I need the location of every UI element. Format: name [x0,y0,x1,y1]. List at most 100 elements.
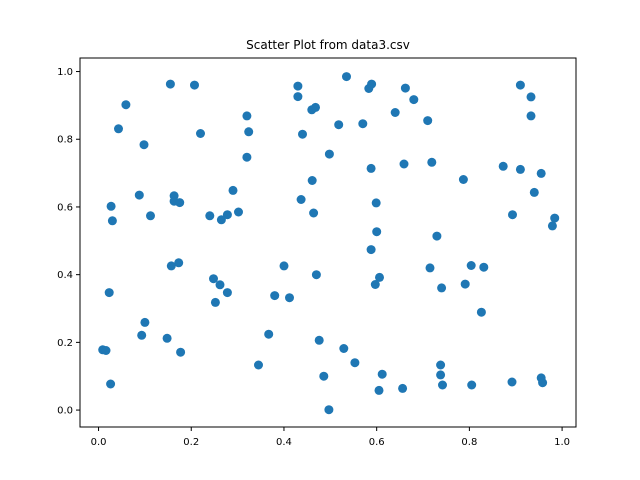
plot-frame [79,57,577,428]
data-point [139,140,149,150]
data-point [526,92,536,102]
y-tick-label: 0.0 [57,406,73,417]
x-tick-label: 0.2 [183,437,199,448]
y-axis: 0.0 0.2 0.4 0.6 0.8 1.0 [57,67,80,417]
data-point [234,207,243,217]
data-point [467,380,477,390]
data-point [209,274,218,284]
data-point [106,201,116,211]
y-tick-label: 0.6 [57,202,73,213]
data-point [476,307,486,317]
data-point [324,405,334,415]
data-point [270,291,280,301]
data-point [285,293,294,303]
data-point [166,261,176,271]
data-point [529,187,539,197]
data-point [244,127,254,137]
y-tick-label: 0.8 [57,135,73,146]
data-point [466,261,476,270]
data-point [438,380,447,390]
data-point [366,163,376,173]
data-point [507,377,517,387]
data-point [134,190,144,200]
data-point [358,119,368,129]
data-point [367,79,377,89]
data-point [196,129,205,138]
data-point [106,379,116,389]
data-point [216,215,226,225]
data-point [398,383,408,393]
data-point [140,317,150,327]
data-point [311,270,321,280]
data-point [137,330,147,340]
data-point [371,198,381,208]
x-tick-label: 0.0 [91,437,107,448]
data-point [377,369,387,379]
data-point [107,216,117,226]
x-axis: 0.0 0.2 0.4 0.6 0.8 1.0 [91,427,570,448]
data-point [311,102,320,112]
data-point [222,210,232,220]
data-point [293,81,303,91]
data-point [437,283,447,293]
data-point [400,83,410,93]
data-point [228,185,238,195]
data-point [366,245,376,255]
data-point [432,231,442,241]
points-layer [98,72,560,415]
chart-title: Scatter Plot from data3.csv [246,38,410,52]
data-point [293,92,303,102]
data-point [515,164,525,174]
data-point [222,288,232,298]
data-point [146,211,155,221]
data-point [479,262,489,272]
data-point [176,347,186,357]
x-tick-label: 0.4 [276,437,292,448]
data-point [165,79,175,89]
data-point [427,157,437,167]
data-point [425,263,435,273]
x-tick-label: 0.6 [369,437,385,448]
data-point [121,100,131,110]
data-point [350,358,360,368]
data-point [174,258,184,268]
data-point [339,344,349,353]
y-tick-label: 0.2 [57,338,73,349]
data-point [436,370,446,380]
data-point [309,208,319,218]
data-point [390,108,400,117]
data-point [436,360,446,370]
data-point [409,95,419,105]
data-point [399,159,409,169]
data-point [547,221,557,231]
data-point [307,176,317,185]
data-point [526,111,536,121]
data-point [375,272,384,282]
data-point [374,385,384,395]
data-point [242,111,252,121]
data-point [205,211,215,221]
data-point [242,152,252,162]
data-point [550,213,560,223]
data-point [296,195,306,204]
data-point [298,129,307,139]
data-point [324,149,334,159]
data-point [498,161,508,171]
data-point [458,175,468,184]
data-point [314,335,324,345]
data-point [210,297,220,307]
data-point [190,80,199,90]
data-point [319,371,329,381]
data-point [162,333,172,343]
data-point [254,360,263,370]
data-point [508,210,517,220]
data-point [536,168,546,178]
data-point [215,280,225,290]
data-point [175,198,185,208]
data-point [114,124,123,134]
data-point [101,346,111,355]
data-point [372,227,382,237]
data-point [515,80,525,90]
data-point [370,280,380,289]
